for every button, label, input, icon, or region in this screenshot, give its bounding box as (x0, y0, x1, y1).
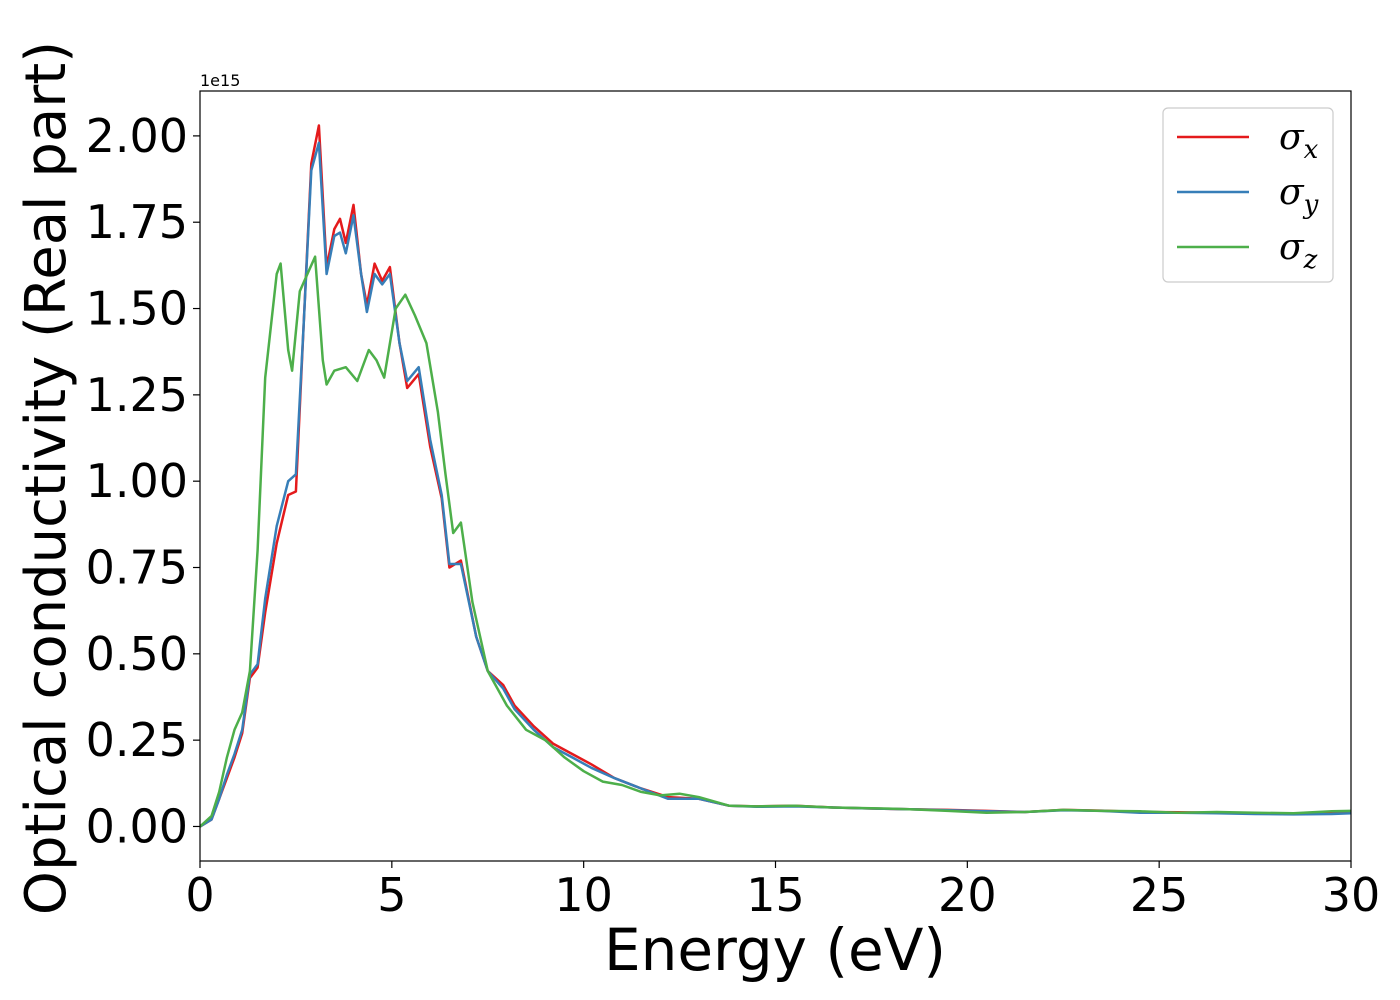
x-axis: 0 5 10 15 20 25 30 (185, 861, 1380, 922)
y-tick-label: 1.75 (86, 195, 188, 249)
series-line-z (200, 255, 1351, 828)
series-lines (200, 124, 1351, 828)
x-tick-label: 0 (185, 868, 214, 922)
legend-label-x: σx (1279, 117, 1319, 165)
y-tick-label: 0.75 (86, 541, 188, 595)
x-tick-label: 30 (1322, 868, 1381, 922)
x-tick-label: 25 (1130, 868, 1189, 922)
y-tick-label: 1.25 (86, 368, 188, 422)
x-tick-label: 20 (938, 868, 997, 922)
y-axis: 0.00 0.25 0.50 0.75 1.00 1.25 1.50 1.75 2.00 (86, 109, 200, 853)
legend-label-y: σy (1279, 172, 1319, 220)
x-tick-label: 15 (746, 868, 805, 922)
y-tick-label: 1.00 (86, 454, 188, 508)
legend-label-z: σz (1279, 227, 1318, 275)
x-tick-label: 5 (377, 868, 406, 922)
legend: σx σy σz (1162, 107, 1334, 283)
y-tick-label: 0.50 (86, 627, 188, 681)
y-offset-label: 1e15 (200, 71, 240, 90)
x-axis-title: Energy (eV) (604, 916, 946, 984)
y-tick-label: 0.25 (86, 713, 188, 767)
y-tick-label: 2.00 (86, 109, 188, 163)
y-tick-label: 1.50 (86, 282, 188, 336)
legend-box (1162, 107, 1334, 283)
y-tick-label: 0.00 (86, 799, 188, 853)
y-axis-title: Optical conductivity (Real part) (14, 41, 79, 915)
series-line-y (200, 141, 1351, 828)
x-tick-label: 10 (554, 868, 613, 922)
